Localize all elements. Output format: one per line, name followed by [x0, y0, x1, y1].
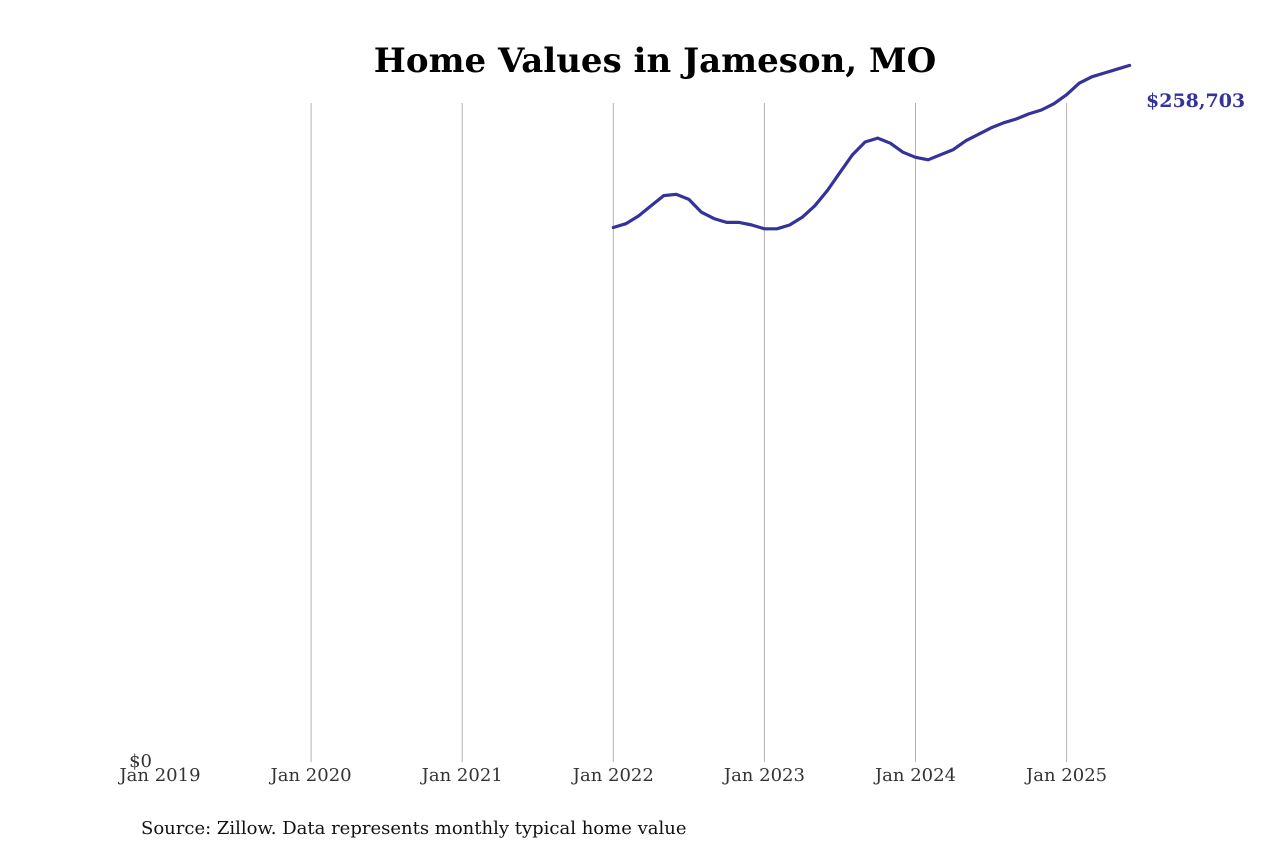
y-tick-label: $0	[129, 751, 152, 772]
x-tick-label: Jan 2020	[269, 765, 352, 786]
chart-title: Home Values in Jameson, MO	[374, 41, 936, 81]
end-value-label: $258,703	[1146, 90, 1245, 112]
x-tick-label: Jan 2022	[571, 765, 654, 786]
x-tick-label: Jan 2023	[722, 765, 805, 786]
y-axis-tick-labels: $0	[129, 751, 152, 772]
x-tick-label: Jan 2025	[1024, 765, 1107, 786]
series-group	[611, 63, 1132, 231]
gridlines	[310, 103, 1068, 762]
x-axis-tick-labels: Jan 2019 Jan 2020 Jan 2021 Jan 2022 Jan 2023…	[117, 765, 1107, 786]
x-tick-label: Jan 2019	[117, 765, 200, 786]
series-line	[611, 63, 1132, 231]
x-tick-label: Jan 2024	[873, 765, 956, 786]
source-note: Source: Zillow. Data represents monthly …	[141, 818, 687, 839]
x-tick-label: Jan 2021	[420, 765, 503, 786]
